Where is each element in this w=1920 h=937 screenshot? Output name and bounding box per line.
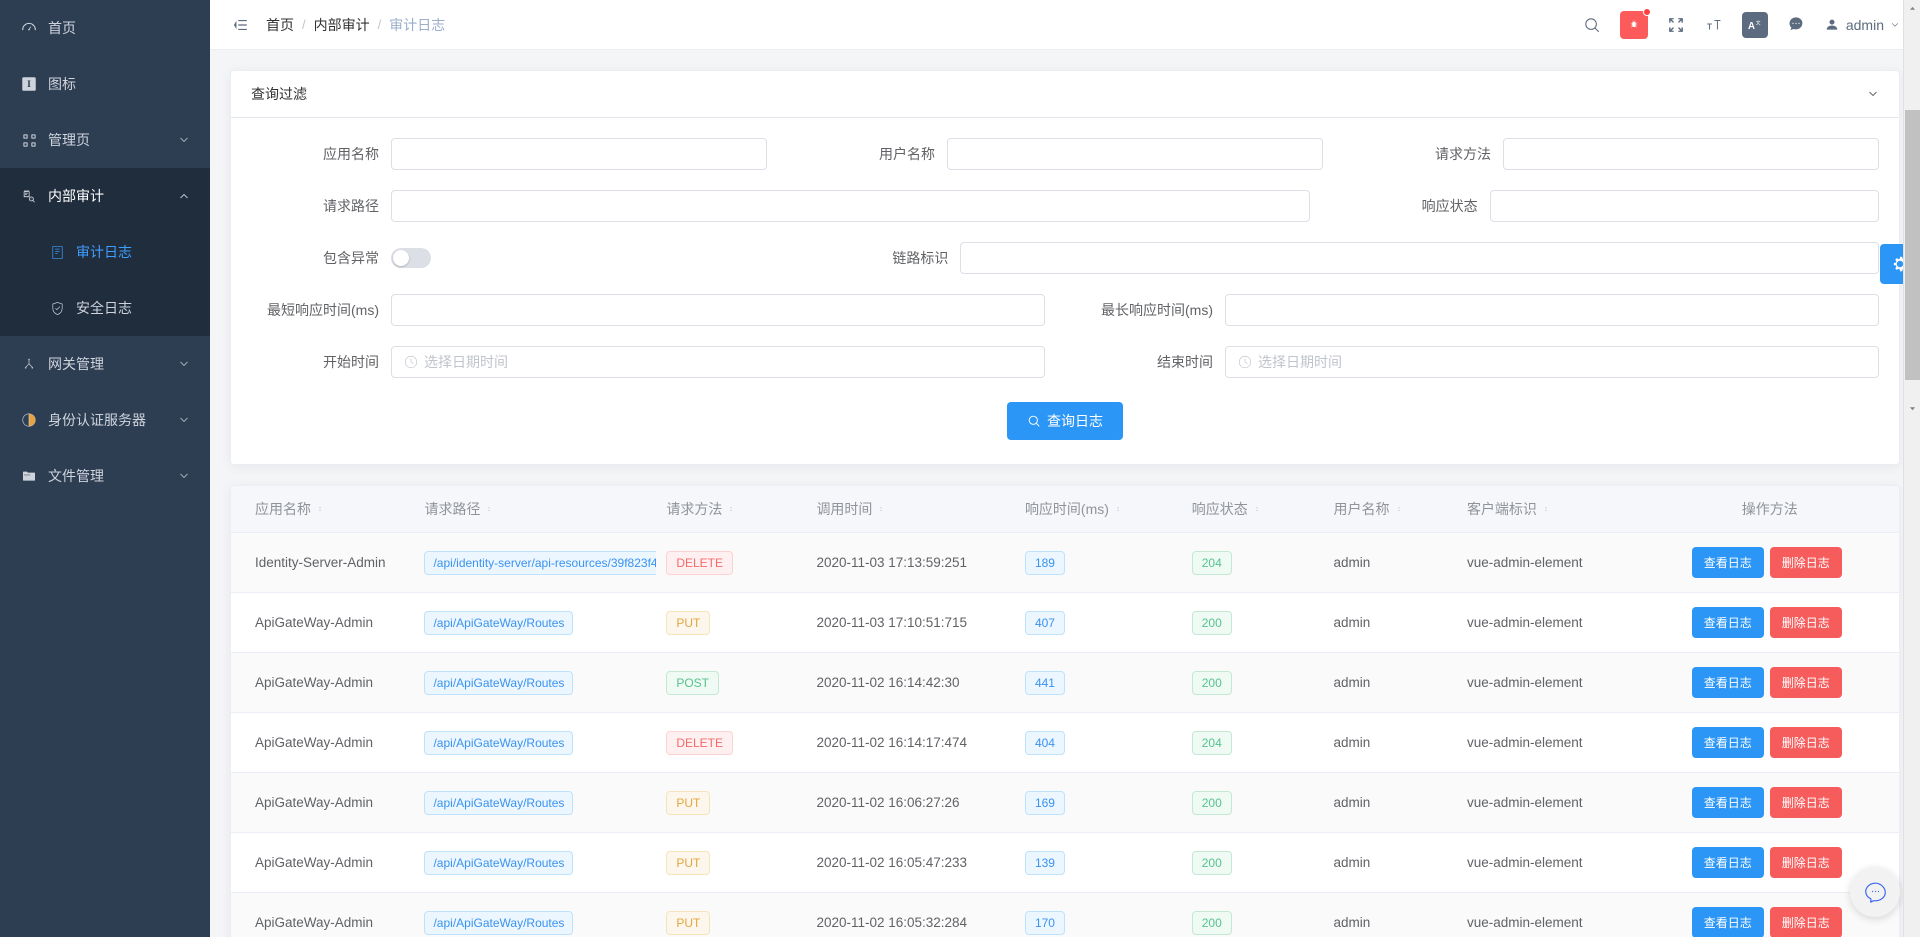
svg-text:I: I (27, 79, 31, 90)
svg-text:A: A (1748, 21, 1755, 32)
svg-text:文: 文 (1756, 19, 1761, 26)
